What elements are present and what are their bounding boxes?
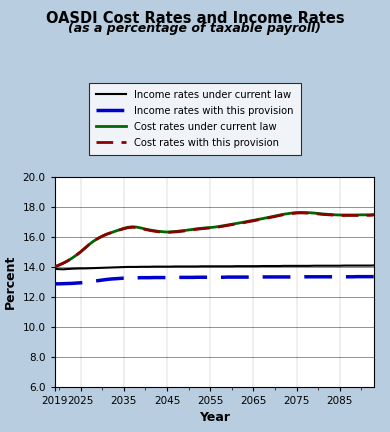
X-axis label: Year: Year — [199, 411, 230, 424]
Legend: Income rates under current law, Income rates with this provision, Cost rates und: Income rates under current law, Income r… — [89, 83, 301, 155]
Text: OASDI Cost Rates and Income Rates: OASDI Cost Rates and Income Rates — [46, 11, 344, 26]
Y-axis label: Percent: Percent — [4, 255, 17, 309]
Text: (as a percentage of taxable payroll): (as a percentage of taxable payroll) — [69, 22, 321, 35]
